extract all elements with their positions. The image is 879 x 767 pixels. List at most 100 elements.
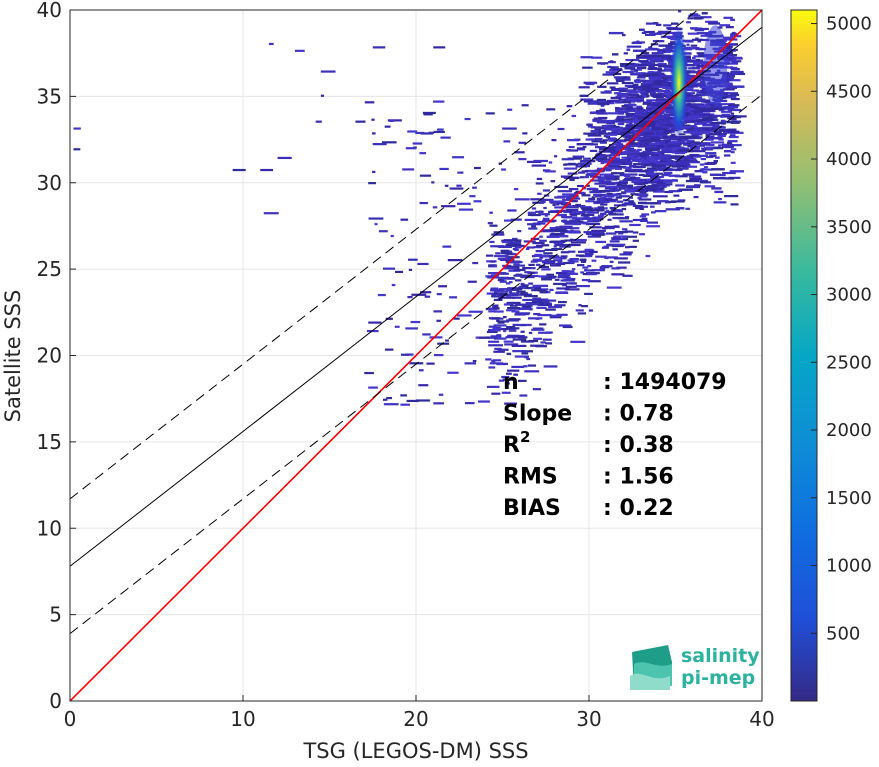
density-cell — [513, 268, 526, 272]
density-cell — [655, 168, 660, 171]
density-cell — [654, 80, 666, 83]
density-cell — [578, 171, 585, 174]
density-cell — [613, 243, 626, 246]
density-cell — [695, 58, 700, 62]
density-cell — [530, 260, 538, 263]
density-cell — [704, 138, 714, 141]
fit-line-identity — [70, 10, 762, 701]
density-cell — [426, 362, 435, 365]
density-cell — [603, 148, 616, 152]
density-cell — [632, 231, 639, 234]
density-cell — [644, 33, 656, 36]
density-cell — [567, 250, 576, 253]
density-cell — [686, 21, 691, 24]
density-cell — [731, 61, 738, 64]
density-cell — [597, 206, 605, 209]
density-cell — [457, 202, 471, 205]
density-cell — [507, 108, 513, 111]
density-cell — [566, 138, 579, 142]
density-cell — [614, 165, 627, 169]
density-cell — [708, 137, 723, 140]
density-cell — [684, 106, 692, 109]
density-cell — [581, 194, 591, 197]
density-cell — [636, 107, 644, 110]
density-cell — [668, 138, 678, 141]
density-cell — [697, 40, 701, 43]
density-cell — [600, 196, 607, 199]
density-cell — [562, 325, 573, 329]
density-cell — [696, 91, 702, 94]
density-cell — [564, 288, 580, 291]
density-cell — [699, 179, 708, 182]
density-cell — [572, 155, 585, 158]
density-cell — [587, 211, 599, 214]
density-cell — [694, 154, 709, 157]
density-cell — [506, 319, 519, 322]
density-cell — [591, 229, 606, 232]
density-cell — [696, 52, 705, 55]
density-cell — [513, 263, 520, 266]
density-cell — [689, 105, 703, 108]
density-cell — [563, 167, 578, 170]
density-cell — [693, 195, 699, 199]
density-cell — [681, 95, 697, 98]
density-cell — [639, 121, 652, 124]
density-cell — [394, 325, 400, 328]
density-cell — [584, 176, 589, 179]
density-cell — [563, 261, 575, 265]
density-cell — [664, 106, 678, 110]
density-cell — [505, 372, 512, 375]
density-cell — [587, 102, 602, 105]
density-cell — [599, 180, 609, 184]
density-cell — [658, 127, 664, 130]
density-cell — [539, 256, 544, 259]
density-cell — [626, 151, 640, 154]
density-cell — [561, 202, 569, 205]
density-cell — [637, 183, 645, 186]
density-cell — [688, 115, 703, 118]
density-cell — [685, 160, 700, 164]
colorbar-tick-label: 4500 — [826, 81, 872, 102]
density-cell — [724, 106, 739, 109]
density-cell — [643, 163, 650, 166]
density-cell — [581, 305, 588, 308]
density-cell — [650, 154, 655, 157]
colorbar-tick-label: 1000 — [826, 556, 872, 577]
density-cell — [646, 84, 661, 87]
density-cell — [489, 362, 504, 365]
density-cell — [635, 189, 649, 193]
density-cell — [690, 145, 699, 148]
density-cell — [700, 127, 713, 130]
density-cell — [598, 185, 606, 188]
density-cell — [543, 220, 548, 223]
density-cell — [564, 272, 577, 275]
density-cell — [718, 138, 724, 141]
density-cell — [543, 299, 557, 302]
density-cell — [488, 310, 496, 313]
density-cell — [635, 143, 640, 146]
density-cell — [515, 312, 531, 315]
density-cell — [723, 154, 731, 157]
density-cell — [507, 327, 515, 330]
density-cell — [653, 95, 663, 98]
density-cell — [489, 329, 501, 332]
density-cell — [509, 260, 516, 264]
density-cell — [684, 136, 699, 139]
density-cell — [533, 159, 548, 163]
density-cell — [664, 57, 676, 60]
density-cell — [639, 28, 645, 31]
density-cell — [729, 118, 737, 121]
density-cell — [652, 90, 656, 93]
density-cell — [634, 113, 643, 116]
density-cell — [419, 201, 428, 205]
density-cell — [533, 337, 542, 340]
density-cell — [494, 307, 500, 310]
density-cell — [647, 167, 660, 170]
colorbar-tick-label: 3500 — [826, 217, 872, 238]
density-cell — [624, 188, 639, 191]
density-cell — [537, 303, 553, 307]
density-cell — [618, 195, 630, 198]
density-cell — [671, 146, 685, 149]
density-cell — [523, 294, 538, 298]
colorbar-tick-label: 2000 — [826, 420, 872, 441]
